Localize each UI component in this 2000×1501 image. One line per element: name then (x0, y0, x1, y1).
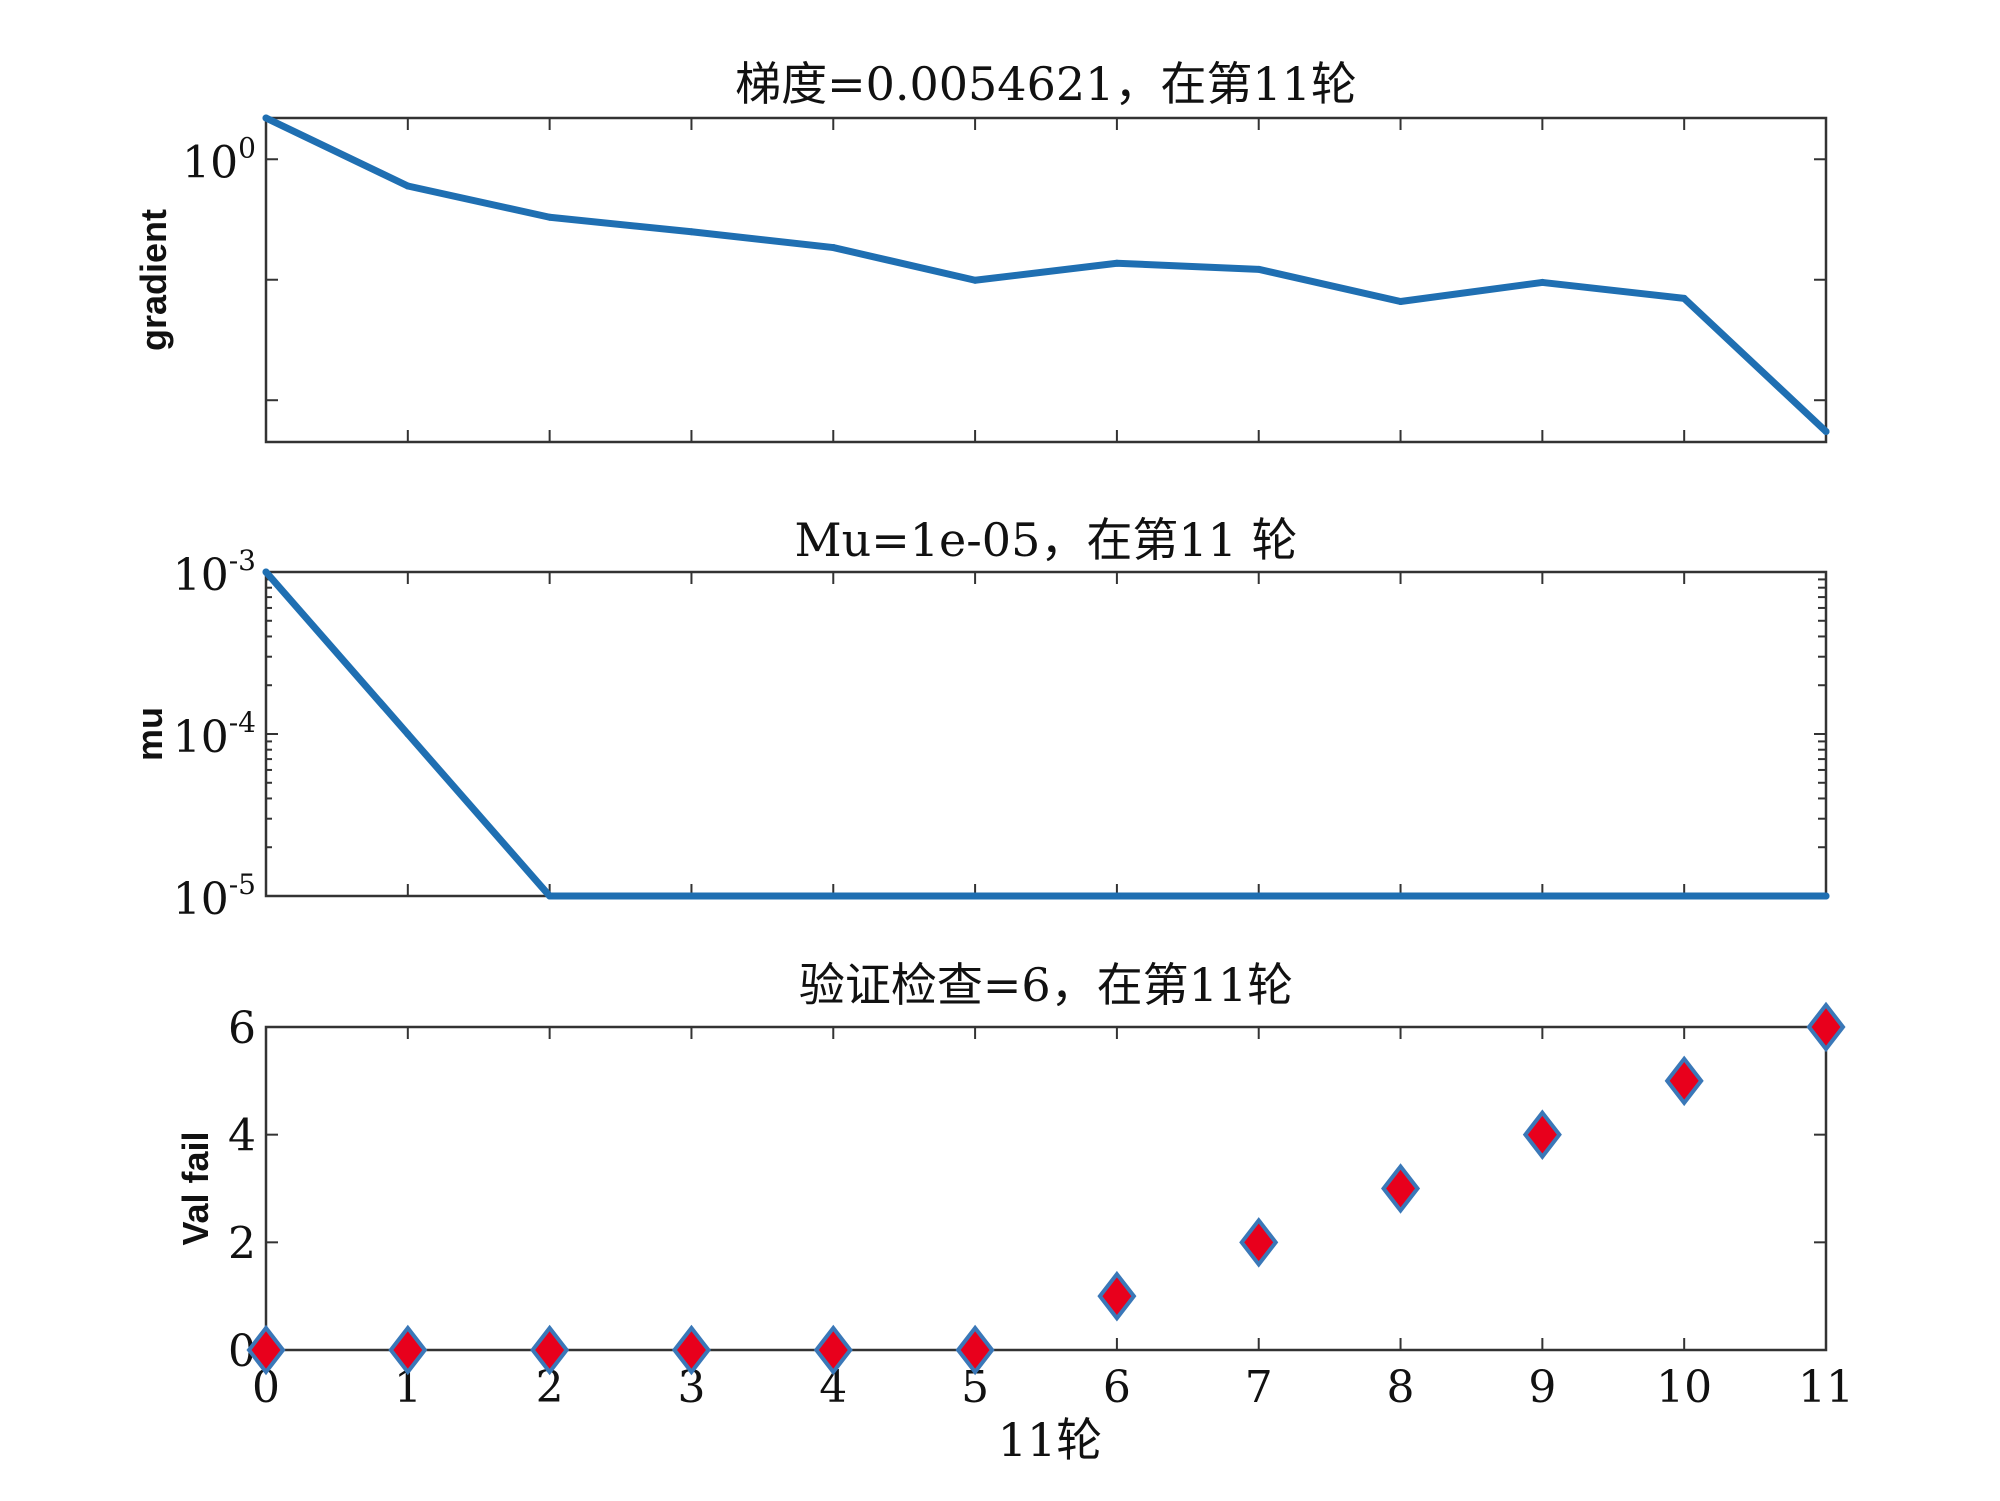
y-tick-exponent: 0 (238, 131, 256, 164)
data-point (1397, 892, 1405, 900)
diamond-marker (1381, 1163, 1421, 1214)
diamond-marker (1806, 1001, 1846, 1053)
data-point (1680, 892, 1688, 900)
diamond-marker (1097, 1270, 1137, 1322)
y-axis-label: mu (129, 707, 170, 761)
y-tick-exponent: -5 (229, 868, 256, 901)
data-point (687, 228, 695, 236)
x-tick-label: 8 (1387, 1362, 1415, 1413)
data-point (687, 892, 695, 900)
chart-title: Mu=1e-05，在第11 轮 (795, 513, 1298, 567)
diamond-marker (955, 1324, 995, 1376)
y-tick-label: 6 (228, 1003, 256, 1054)
data-point (971, 276, 979, 284)
diamond-marker (530, 1324, 570, 1376)
diamond-marker (1664, 1055, 1704, 1107)
data-point (1822, 892, 1830, 900)
y-tick-base: 10 (182, 137, 238, 188)
diamond-marker (246, 1324, 286, 1376)
y-tick-exponent: -3 (229, 544, 256, 577)
data-point (546, 892, 554, 900)
diamond-marker (1522, 1109, 1562, 1160)
data-point (1538, 278, 1546, 286)
plot-frame (264, 570, 1828, 898)
plot-frame (264, 116, 1828, 444)
x-tick-label: 6 (1103, 1362, 1131, 1413)
x-axis-label: 11轮 (998, 1413, 1103, 1467)
x-tick-label: 9 (1528, 1362, 1556, 1413)
data-point (1538, 892, 1546, 900)
series-line (262, 114, 1830, 436)
y-tick-base: 10 (173, 550, 229, 601)
y-tick-label: 10-4 (173, 706, 256, 763)
y-tick-base: 10 (173, 712, 229, 763)
data-point (829, 244, 837, 252)
data-point (1113, 259, 1121, 267)
diamond-marker (1239, 1217, 1279, 1268)
chart-title: 梯度=0.0054621，在第11轮 (735, 57, 1357, 111)
x-tick-label: 11 (1798, 1362, 1854, 1413)
data-point (1397, 297, 1405, 305)
y-tick-label: 100 (182, 131, 256, 188)
data-point (1255, 265, 1263, 273)
x-tick-label: 7 (1245, 1362, 1273, 1413)
y-tick-label: 4 (228, 1111, 256, 1162)
data-point (1822, 428, 1830, 436)
y-tick-base: 10 (173, 874, 229, 925)
data-point (404, 182, 412, 190)
y-axis-label: Val fail (175, 1131, 216, 1245)
y-tick-exponent: -4 (229, 706, 256, 739)
series-line (262, 568, 1830, 900)
x-tick-label: 10 (1656, 1362, 1712, 1413)
data-point (1680, 294, 1688, 302)
y-tick-label: 2 (228, 1218, 256, 1269)
diamond-marker (388, 1324, 428, 1376)
y-tick-label: 10-5 (173, 868, 256, 925)
data-point (262, 114, 270, 122)
diamond-marker (671, 1324, 711, 1376)
chart-title: 验证检查=6，在第11轮 (799, 958, 1293, 1012)
data-point (829, 892, 837, 900)
data-point (404, 730, 412, 738)
data-point (262, 568, 270, 576)
data-point (971, 892, 979, 900)
y-axis-label: gradient (133, 209, 174, 351)
data-point (1255, 892, 1263, 900)
diamond-marker (813, 1324, 853, 1376)
plot-frame (264, 1025, 1828, 1352)
y-tick-label: 10-3 (173, 544, 256, 601)
data-point (1113, 892, 1121, 900)
data-point (546, 213, 554, 221)
